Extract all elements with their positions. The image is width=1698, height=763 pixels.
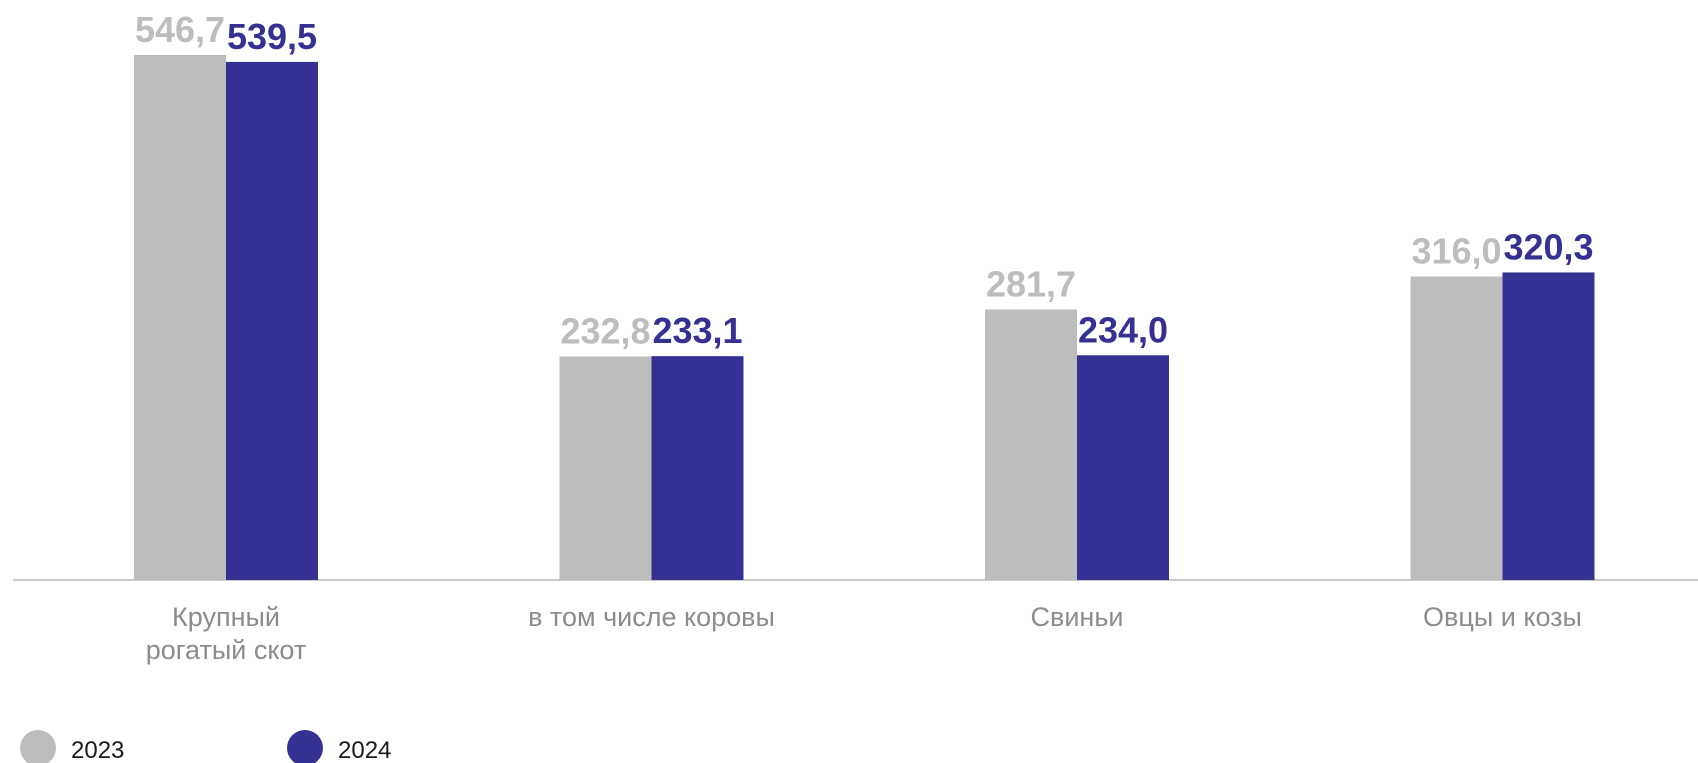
category-label-0: рогатый скот <box>146 635 306 665</box>
value-label-2023-2: 281,7 <box>986 263 1076 304</box>
legend-marker-2024 <box>287 730 323 763</box>
legend: 2023 2024 <box>20 730 391 763</box>
bar-2023-3 <box>1410 276 1503 580</box>
value-label-2024-1: 233,1 <box>652 310 742 351</box>
bar-2024-2 <box>1077 355 1169 580</box>
legend-label-2023: 2023 <box>71 737 124 763</box>
bar-2023-0 <box>134 55 226 581</box>
bars-layer <box>134 55 1595 581</box>
bar-2024-0 <box>226 61 318 580</box>
value-label-2023-1: 232,8 <box>560 310 650 351</box>
value-label-2023-0: 546,7 <box>135 9 225 50</box>
value-label-2024-2: 234,0 <box>1078 309 1168 350</box>
category-label-1: в том числе коровы <box>528 602 775 632</box>
category-label-2: Свиньи <box>1031 602 1124 632</box>
bar-2024-3 <box>1502 272 1595 580</box>
category-label-0: Крупный <box>172 602 280 632</box>
bar-2024-1 <box>651 356 744 580</box>
value-label-2023-3: 316,0 <box>1411 231 1501 272</box>
category-label-3: Овцы и козы <box>1423 602 1582 632</box>
value-label-2024-3: 320,3 <box>1503 226 1593 267</box>
bar-2023-2 <box>985 309 1077 580</box>
value-label-2024-0: 539,5 <box>227 16 317 57</box>
bar-2023-1 <box>559 356 652 580</box>
legend-marker-2023 <box>20 730 56 763</box>
legend-label-2024: 2024 <box>338 737 391 763</box>
